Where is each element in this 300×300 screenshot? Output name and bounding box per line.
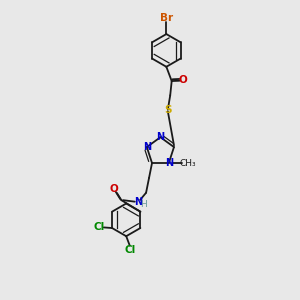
- Text: H: H: [140, 200, 146, 208]
- Text: O: O: [178, 75, 188, 85]
- Text: N: N: [143, 142, 151, 152]
- Text: S: S: [164, 105, 172, 115]
- Text: Cl: Cl: [94, 222, 105, 232]
- Text: O: O: [110, 184, 118, 194]
- Text: N: N: [156, 132, 164, 142]
- Text: Br: Br: [160, 13, 173, 23]
- Text: CH₃: CH₃: [180, 158, 196, 167]
- Text: Cl: Cl: [125, 245, 136, 256]
- Text: N: N: [165, 158, 173, 168]
- Text: N: N: [134, 197, 142, 207]
